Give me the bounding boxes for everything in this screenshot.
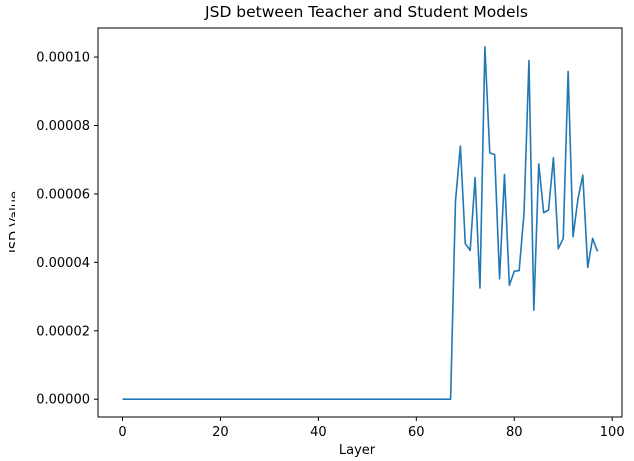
y-axis-title: JSD Value bbox=[8, 191, 23, 254]
x-tick-label: 80 bbox=[506, 425, 523, 440]
y-tick-label: 0.00004 bbox=[36, 256, 90, 271]
x-tick-label: 100 bbox=[600, 425, 625, 440]
y-tick-label: 0.00006 bbox=[36, 187, 90, 202]
x-tick-label: 60 bbox=[408, 425, 425, 440]
series-line bbox=[122, 46, 599, 401]
y-tick-label: 0.00000 bbox=[36, 393, 90, 408]
y-tick-label: 0.00008 bbox=[36, 119, 90, 134]
x-tick-label: 0 bbox=[118, 425, 126, 440]
y-tick-label: 0.00002 bbox=[36, 324, 90, 339]
plot-frame bbox=[97, 27, 623, 418]
x-tick-label: 40 bbox=[310, 425, 327, 440]
x-axis-title: Layer bbox=[339, 443, 376, 458]
x-axis-ticks: 0 20 40 60 80 100 bbox=[118, 417, 625, 440]
y-axis-ticks: 0.00000 0.00002 0.00004 0.00006 0.00008 0.000… bbox=[36, 51, 98, 408]
chart-title: JSD between Teacher and Student Models bbox=[204, 3, 528, 21]
plot-area: 0 20 40 60 80 100 0.000000.000020.000040.0000… bbox=[36, 27, 625, 440]
x-tick-label: 20 bbox=[212, 425, 229, 440]
y-tick-label: 0.00010 bbox=[36, 51, 90, 66]
